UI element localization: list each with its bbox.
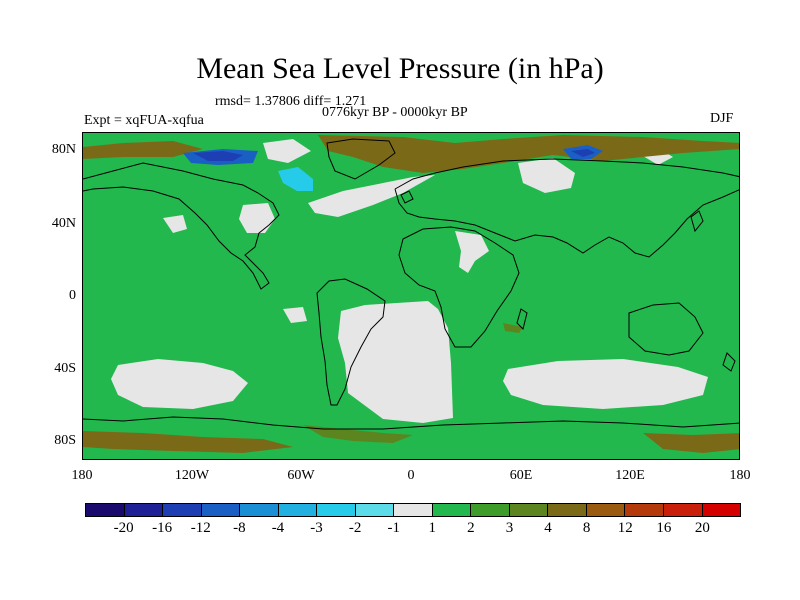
colorbar-cell [124,504,164,516]
indian-olive [503,323,523,333]
british-isles-coast [400,190,414,204]
latitude-label: 80N [51,142,76,157]
plot-title: Mean Sea Level Pressure (in hPa) [196,52,604,85]
longitude-label: 120W [174,468,210,483]
longitude-label: 180 [71,468,93,483]
colorbar-cell [86,504,125,516]
colorbar-cell [586,504,626,516]
latitude-label: 40S [54,361,76,376]
colorbar-label: -3 [310,520,323,536]
colorbar-cell [394,504,433,516]
colorbar-label: 20 [694,520,710,536]
new-zealand-coast [722,352,736,372]
north-america-coast [83,162,280,290]
period-label: 0776kyr BP - 0000kyr BP [322,105,468,120]
colorbar-cell [702,504,741,516]
colorbar-cell [625,504,664,516]
colorbar-cell [663,504,703,516]
coastlines [83,138,739,430]
east-pacific-gray [283,307,307,323]
colorbar-label: -12 [190,520,211,536]
colorbar-label: -2 [348,520,362,536]
colorbar-cell [432,504,472,516]
longitude-label: 120E [615,468,645,483]
season-label: DJF [710,111,734,126]
labrador-blue [278,167,313,191]
latitude-label: 80S [54,433,76,448]
north-atlantic-gray [308,175,435,217]
colorbar-label: 12 [617,520,633,536]
latitude-label: 40N [51,216,76,231]
antarctic-brown-east [643,433,739,453]
colorbar-cell [355,504,395,516]
arctic-darkblue [193,151,243,161]
positive-anomaly-regions [83,135,739,453]
south-pacific-gray [111,359,248,409]
colorbar-label: -4 [271,520,285,536]
colorbar-label: -8 [233,520,246,536]
colorbar-label: -20 [113,520,134,536]
colorbar-cell [471,504,510,516]
arctic-patch-gray [263,139,311,163]
colorbar-cell [548,504,587,516]
colorbar-label: -16 [152,520,173,536]
gulf-gray [239,203,275,233]
eurasia-coast [394,158,739,258]
japan-coast [690,210,704,233]
pressure-map [82,132,740,460]
colorbar-cell [509,504,549,516]
sahara-gray [455,231,489,273]
south-atlantic-gray [338,301,453,423]
arctic-brown-west [83,141,203,159]
madagascar-coast [516,308,528,330]
colorbar-cell [317,504,356,516]
near-zero-regions [111,139,708,423]
colorbar-label: 2 [467,520,475,536]
colorbar-cell [163,504,202,516]
latitude-label: 0 [69,288,76,303]
experiment-label: Expt = xqFUA-xqfua [84,113,204,128]
colorbar-label: 4 [544,520,552,536]
south-america-coast [316,278,386,406]
antarctic-brown-west [83,431,293,453]
colorbar [85,503,741,517]
africa-coast [398,226,520,348]
map-canvas [83,133,739,459]
north-pacific-gray [163,215,187,233]
stats-label: rmsd= 1.37806 diff= 1.271 [215,94,367,109]
colorbar-label: 3 [505,520,514,536]
south-indian-gray [503,359,708,409]
australia-coast [628,302,704,356]
antarctica-coast [83,416,739,430]
colorbar-cell [240,504,279,516]
arctic-gray [518,158,575,193]
colorbar-label: 1 [428,520,437,536]
longitude-label: 60E [509,468,533,483]
strong-negative-regions [193,149,595,161]
colorbar-label: -1 [387,520,400,536]
arctic-brown [318,135,739,173]
greenland-coast [326,138,396,180]
longitude-label: 60W [287,468,315,483]
colorbar-cell [201,504,241,516]
longitude-label: 0 [407,468,415,483]
longitude-label: 180 [729,468,751,483]
barents-darkblue [571,149,595,157]
colorbar-label: 8 [582,520,591,536]
colorbar-cell [278,504,318,516]
colorbar-label: 16 [656,520,672,536]
